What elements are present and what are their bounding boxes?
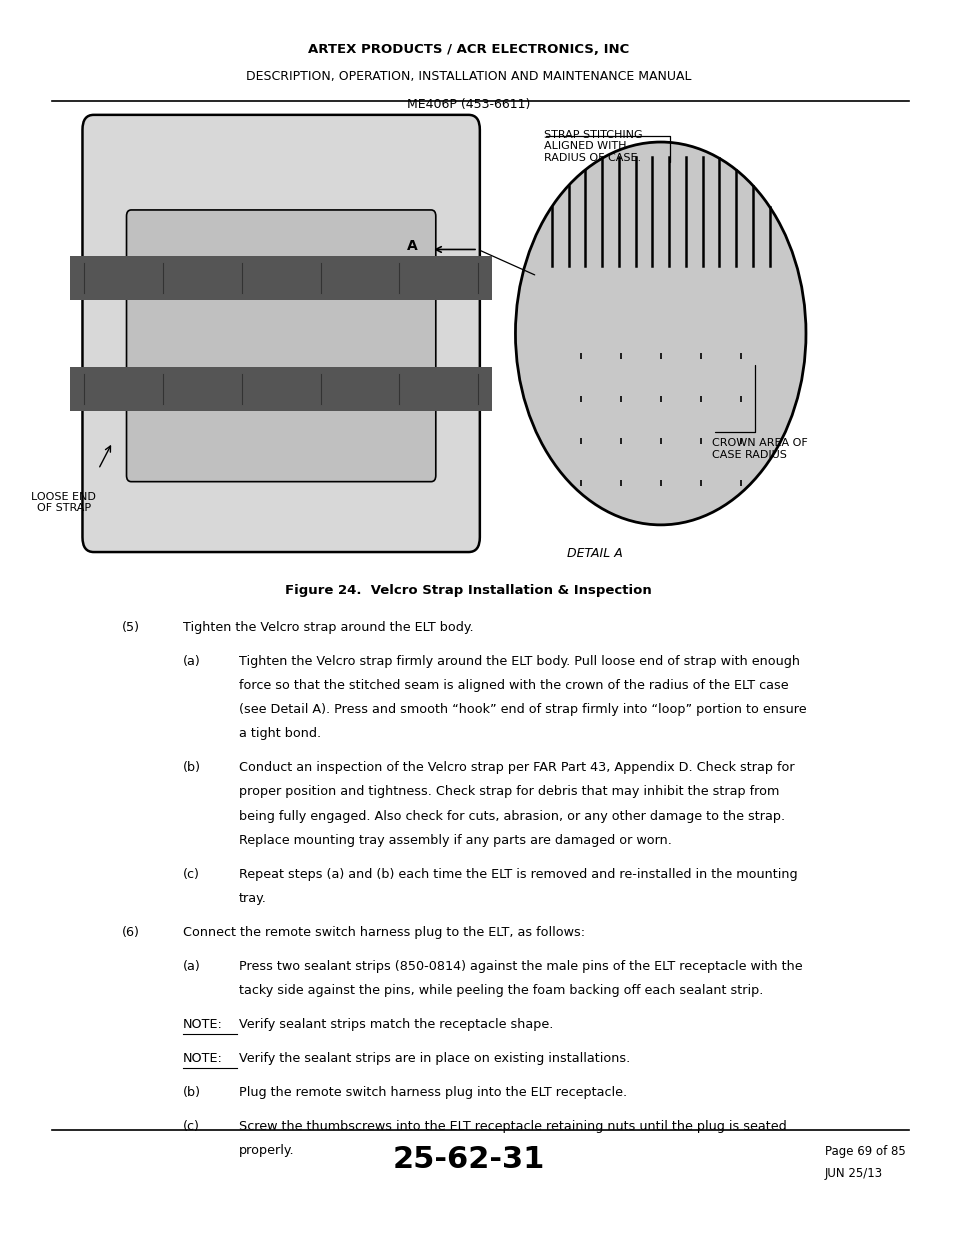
Text: Replace mounting tray assembly if any parts are damaged or worn.: Replace mounting tray assembly if any pa… [239, 834, 671, 847]
Text: (5): (5) [122, 621, 140, 635]
Text: being fully engaged. Also check for cuts, abrasion, or any other damage to the s: being fully engaged. Also check for cuts… [239, 810, 784, 823]
Bar [71, 367, 492, 411]
Text: proper position and tightness. Check strap for debris that may inhibit the strap: proper position and tightness. Check str… [239, 785, 779, 799]
Text: Verify the sealant strips are in place on existing installations.: Verify the sealant strips are in place o… [239, 1052, 630, 1065]
Text: (a): (a) [183, 960, 200, 973]
Text: 25-62-31: 25-62-31 [392, 1145, 544, 1173]
Text: (c): (c) [183, 1119, 199, 1132]
Text: NOTE:: NOTE: [183, 1052, 222, 1065]
Text: Page 69 of 85: Page 69 of 85 [823, 1145, 904, 1158]
Text: Verify sealant strips match the receptacle shape.: Verify sealant strips match the receptac… [239, 1018, 553, 1031]
Text: (b): (b) [183, 761, 200, 774]
Text: Tighten the Velcro strap firmly around the ELT body. Pull loose end of strap wit: Tighten the Velcro strap firmly around t… [239, 655, 800, 668]
Text: properly.: properly. [239, 1144, 294, 1157]
Text: (b): (b) [183, 1086, 200, 1099]
Text: ARTEX PRODUCTS / ACR ELECTRONICS, INC: ARTEX PRODUCTS / ACR ELECTRONICS, INC [308, 43, 629, 57]
Text: (a): (a) [183, 655, 200, 668]
Text: (see Detail A). Press and smooth “hook” end of strap firmly into “loop” portion : (see Detail A). Press and smooth “hook” … [239, 704, 806, 716]
Text: A: A [407, 238, 417, 253]
Text: (6): (6) [122, 926, 139, 939]
Text: tray.: tray. [239, 892, 267, 905]
Text: CROWN AREA OF
CASE RADIUS: CROWN AREA OF CASE RADIUS [712, 438, 807, 459]
Text: Repeat steps (a) and (b) each time the ELT is removed and re-installed in the mo: Repeat steps (a) and (b) each time the E… [239, 867, 797, 881]
Text: DESCRIPTION, OPERATION, INSTALLATION AND MAINTENANCE MANUAL: DESCRIPTION, OPERATION, INSTALLATION AND… [246, 70, 691, 84]
Text: STRAP STITCHING
ALIGNED WITH
RADIUS OF CASE.: STRAP STITCHING ALIGNED WITH RADIUS OF C… [543, 130, 641, 163]
Text: NOTE:: NOTE: [183, 1018, 222, 1031]
FancyBboxPatch shape [82, 115, 479, 552]
Text: force so that the stitched seam is aligned with the crown of the radius of the E: force so that the stitched seam is align… [239, 679, 788, 693]
Text: a tight bond.: a tight bond. [239, 727, 321, 741]
Text: Conduct an inspection of the Velcro strap per FAR Part 43, Appendix D. Check str: Conduct an inspection of the Velcro stra… [239, 761, 794, 774]
Text: Figure 24.  Velcro Strap Installation & Inspection: Figure 24. Velcro Strap Installation & I… [285, 584, 651, 598]
Text: tacky side against the pins, while peeling the foam backing off each sealant str: tacky side against the pins, while peeli… [239, 983, 762, 997]
Text: ME406P (453-6611): ME406P (453-6611) [407, 98, 530, 111]
Text: Screw the thumbscrews into the ELT receptacle retaining nuts until the plug is s: Screw the thumbscrews into the ELT recep… [239, 1119, 786, 1132]
Text: Press two sealant strips (850-0814) against the male pins of the ELT receptacle : Press two sealant strips (850-0814) agai… [239, 960, 801, 973]
Text: Tighten the Velcro strap around the ELT body.: Tighten the Velcro strap around the ELT … [183, 621, 473, 635]
Text: LOOSE END
OF STRAP: LOOSE END OF STRAP [31, 492, 96, 513]
Text: Plug the remote switch harness plug into the ELT receptacle.: Plug the remote switch harness plug into… [239, 1086, 626, 1099]
Circle shape [515, 142, 805, 525]
Text: (c): (c) [183, 867, 199, 881]
Text: JUN 25/13: JUN 25/13 [823, 1167, 882, 1181]
Bar [71, 256, 492, 300]
Text: DETAIL A: DETAIL A [567, 547, 622, 561]
FancyBboxPatch shape [127, 210, 436, 482]
Bar [51, 105, 908, 574]
Text: Connect the remote switch harness plug to the ELT, as follows:: Connect the remote switch harness plug t… [183, 926, 584, 939]
